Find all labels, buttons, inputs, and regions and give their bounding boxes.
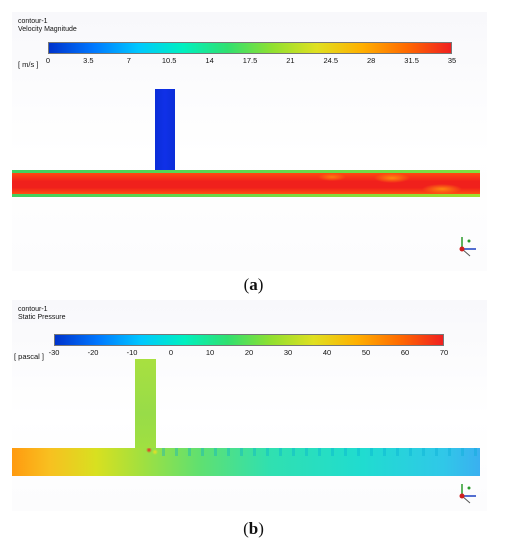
pressure-colorbar [54,334,444,346]
pressure-units: [ pascal ] [14,352,45,361]
velocity-colorbar [48,42,452,54]
colorbar-tick-label: 28 [367,56,376,65]
caption-b-close: ) [258,519,264,538]
colorbar-tick-label: 30 [283,348,293,357]
variable-name: Velocity Magnitude [18,26,77,33]
colorbar-tick-label: -20 [87,348,99,357]
colorbar-tick-label: -30 [48,348,60,357]
caption-a-open: ( [243,275,250,294]
caption-a-label: a [249,275,258,294]
caption-b-label: b [248,519,259,538]
colorbar-tick-label: 3.5 [83,56,94,65]
colorbar-tick-label: 0 [168,348,174,357]
colorbar-tick-label: -10 [126,348,138,357]
colorbar-tick-label: 17.5 [242,56,258,65]
colorbar-tick-label: 35 [447,56,457,65]
colorbar-tick-label: 24.5 [323,56,339,65]
colorbar-tick-label: 14 [205,56,214,65]
contour-name: contour-1 [18,18,48,25]
colorbar-tick-label: 21 [286,56,295,65]
main-channel-flow [12,173,480,194]
colorbar-tick-label: 70 [439,348,449,357]
main-channel-pressure [12,448,480,476]
axis-triad-icon [459,237,476,257]
inlet-branch-pipe [155,89,175,171]
axis-triad-icon [459,484,476,504]
colorbar-tick-label: 10.5 [161,56,177,65]
main-channel-bottom-edge [12,194,480,197]
velocity-units: [ m/s ] [18,60,39,69]
pressure-contour-panel: contour-1 Static Pressure [ pascal ] -30… [12,300,487,511]
contour-name: contour-1 [18,306,48,313]
colorbar-tick-label: 50 [361,348,371,357]
caption-b: (b) [0,519,507,539]
colorbar-tick-label: 31.5 [404,56,419,65]
variable-name: Static Pressure [18,314,66,321]
colorbar-tick-label: 60 [400,348,410,357]
velocity-contour-panel: contour-1 Velocity Magnitude [ m/s ] 0 3.… [12,12,487,271]
main-channel-top-edge [12,170,480,173]
colorbar-tick-label: 7 [126,56,131,65]
colorbar-tick-label: 20 [244,348,254,357]
colorbar-tick-label: 40 [322,348,332,357]
inlet-branch-pipe [135,359,156,450]
colorbar-tick-label: 0 [45,56,51,65]
caption-b-open: ( [243,519,249,538]
caption-a: (a) [0,275,507,295]
colorbar-tick-label: 10 [205,348,215,357]
caption-a-close: ) [257,275,264,294]
